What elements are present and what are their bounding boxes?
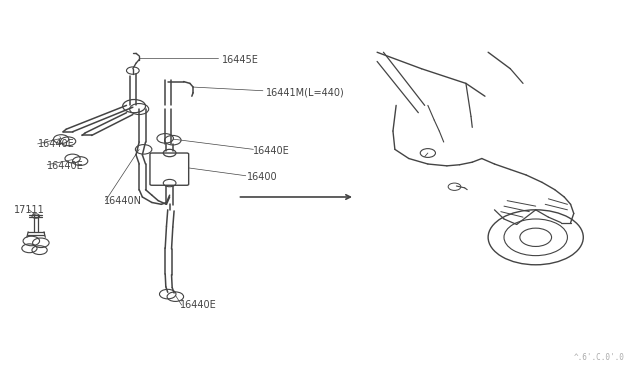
Text: 16445E: 16445E — [221, 55, 259, 65]
Text: 16400: 16400 — [247, 172, 278, 182]
Text: ^.6'.C.0'.0: ^.6'.C.0'.0 — [573, 353, 625, 362]
Text: 16440E: 16440E — [180, 300, 217, 310]
Text: 16440E: 16440E — [253, 146, 290, 156]
Text: 16441M(L=440): 16441M(L=440) — [266, 87, 345, 97]
Text: 16440E: 16440E — [47, 161, 84, 171]
Text: 17111: 17111 — [14, 205, 45, 215]
Text: 16440E: 16440E — [38, 139, 74, 149]
FancyBboxPatch shape — [150, 153, 189, 185]
Text: 16440N: 16440N — [104, 196, 142, 206]
